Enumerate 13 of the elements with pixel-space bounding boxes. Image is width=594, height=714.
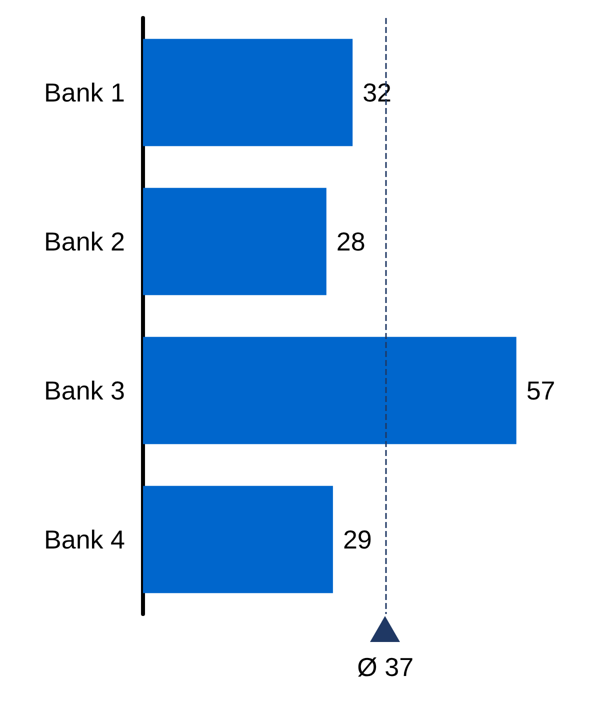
bar (143, 486, 333, 594)
bar (143, 38, 353, 146)
ref-line-label: Ø 37 (357, 652, 414, 682)
data-label: 57 (526, 376, 556, 406)
y-tick-label: Bank 1 (44, 78, 125, 108)
data-label: 29 (342, 524, 372, 554)
data-label: 28 (336, 226, 366, 256)
bar (143, 336, 516, 444)
data-label: 32 (362, 78, 392, 108)
y-tick-label: Bank 2 (44, 226, 125, 256)
bar (143, 188, 326, 296)
y-tick-label: Bank 3 (44, 376, 125, 406)
y-tick-label: Bank 4 (44, 524, 125, 554)
